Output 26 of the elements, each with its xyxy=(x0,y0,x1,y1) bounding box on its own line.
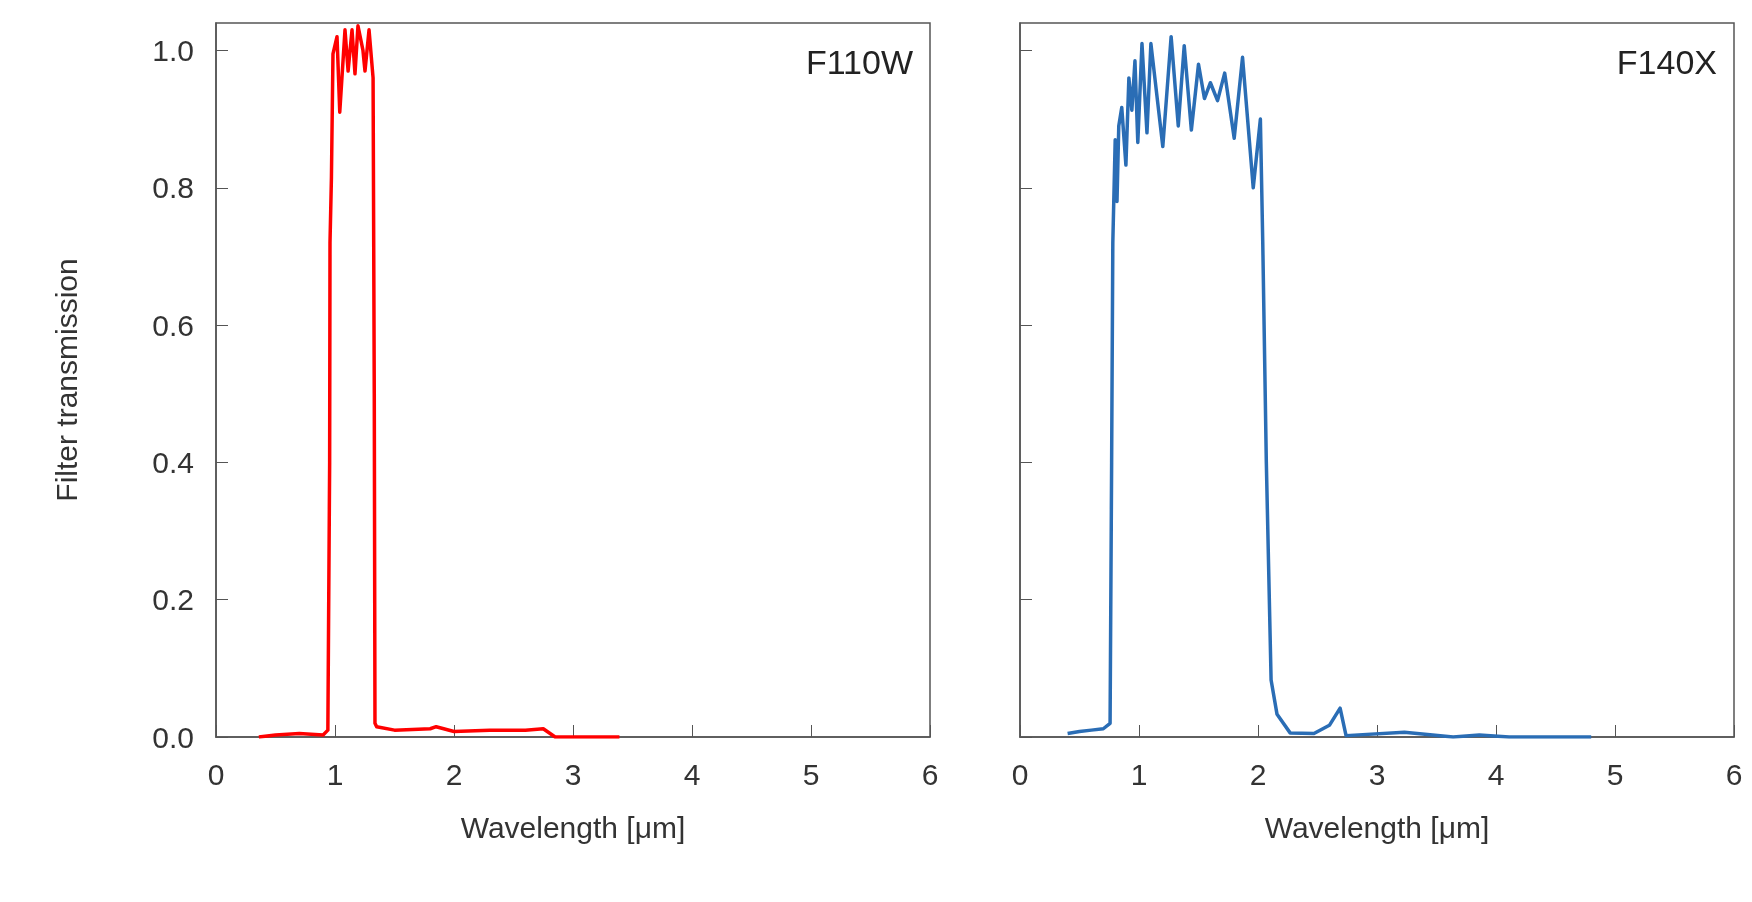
x-tick-label: 5 xyxy=(1606,757,1624,791)
x-tick-label: 4 xyxy=(1487,757,1505,791)
x-tick-label: 6 xyxy=(921,757,939,791)
x-tick-label: 0 xyxy=(1011,757,1029,791)
y-tick-label: 0.0 xyxy=(152,720,194,754)
x-tick-label: 3 xyxy=(564,757,582,791)
y-tick-label: 0.6 xyxy=(152,308,194,342)
x-axis-title: Wavelength [μm] xyxy=(460,810,686,844)
y-axis-title: Filter transmission xyxy=(49,258,83,502)
y-tick-label: 1.0 xyxy=(152,33,194,67)
x-tick-label: 5 xyxy=(802,757,820,791)
x-tick-label: 3 xyxy=(1368,757,1386,791)
x-axis-title: Wavelength [μm] xyxy=(1264,810,1490,844)
line-series xyxy=(257,24,622,739)
y-tick-label: 0.8 xyxy=(152,171,194,205)
y-tick-label: 0.4 xyxy=(152,445,194,479)
x-tick-label: 2 xyxy=(1249,757,1267,791)
x-tick-label: 4 xyxy=(683,757,701,791)
text: F140X xyxy=(1616,43,1718,81)
x-tick-label: 1 xyxy=(326,757,344,791)
x-tick-label: 2 xyxy=(445,757,463,791)
x-tick-label: 1 xyxy=(1130,757,1148,791)
text: F110W xyxy=(805,43,914,81)
y-tick-label: 0.2 xyxy=(152,583,194,617)
x-tick-label: 0 xyxy=(207,757,225,791)
x-tick-label: 6 xyxy=(1725,757,1743,791)
